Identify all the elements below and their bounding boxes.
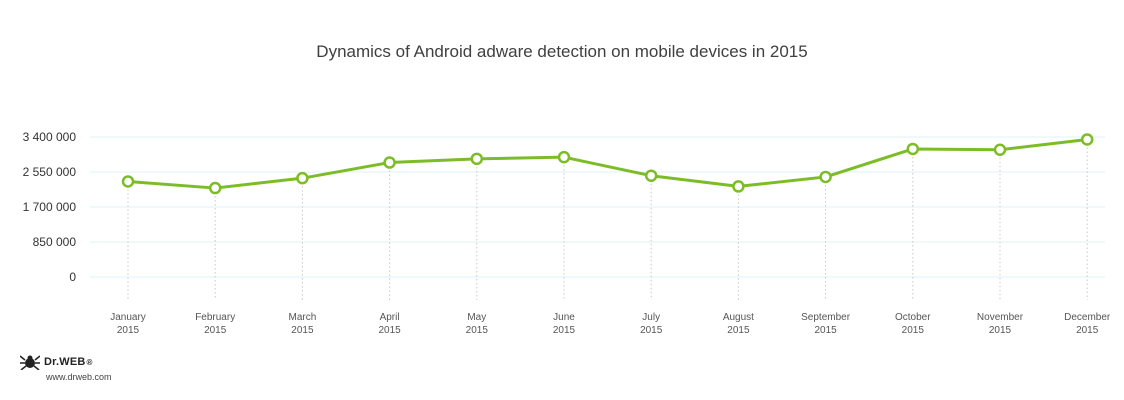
brand-block: Dr.WEB ® www.drweb.com bbox=[20, 354, 112, 382]
data-point bbox=[383, 156, 396, 169]
brand-url: www.drweb.com bbox=[46, 372, 112, 382]
x-tick-label-year: 2015 bbox=[989, 325, 1012, 336]
x-tick-label-month: June bbox=[553, 312, 575, 323]
x-tick-label-year: 2015 bbox=[1076, 325, 1099, 336]
chart-title: Dynamics of Android adware detection on … bbox=[316, 42, 808, 61]
data-point bbox=[993, 143, 1007, 157]
series-line bbox=[127, 137, 1088, 190]
x-tick-label-month: October bbox=[895, 312, 931, 323]
data-point bbox=[906, 142, 920, 156]
data-point bbox=[557, 150, 571, 164]
data-point bbox=[121, 175, 135, 188]
x-tick-label-year: 2015 bbox=[204, 325, 227, 336]
x-tick-label-year: 2015 bbox=[640, 325, 663, 336]
x-tick-label-month: September bbox=[801, 312, 851, 323]
x-tick-label-month: March bbox=[289, 312, 317, 323]
x-tick-label-year: 2015 bbox=[378, 325, 401, 336]
x-tick-label-year: 2015 bbox=[814, 325, 837, 336]
x-tick-label-month: July bbox=[642, 312, 660, 323]
spider-logo-icon bbox=[20, 355, 40, 370]
x-tick-label-year: 2015 bbox=[291, 325, 314, 336]
x-tick-label-month: January bbox=[110, 312, 146, 323]
x-tick-label-year: 2015 bbox=[117, 325, 140, 336]
x-tick-label-year: 2015 bbox=[466, 325, 489, 336]
y-tick-label: 0 bbox=[69, 270, 76, 284]
y-tick-label: 2 550 000 bbox=[23, 165, 77, 179]
x-tick-label-month: February bbox=[195, 312, 235, 323]
data-point bbox=[470, 152, 484, 166]
x-tick-label-year: 2015 bbox=[553, 325, 576, 336]
x-tick-label-year: 2015 bbox=[727, 325, 750, 336]
x-tick-label-year: 2015 bbox=[902, 325, 925, 336]
data-point bbox=[819, 170, 832, 184]
x-tick-label-month: August bbox=[723, 312, 754, 323]
y-tick-label: 1 700 000 bbox=[23, 200, 77, 214]
x-tick-label-month: April bbox=[380, 312, 400, 323]
data-point bbox=[1080, 133, 1094, 146]
brand-name: Dr.WEB bbox=[44, 356, 86, 368]
x-tick-label-month: November bbox=[977, 312, 1024, 323]
y-tick-label: 850 000 bbox=[33, 235, 77, 249]
data-point bbox=[208, 181, 222, 195]
x-tick-label-month: May bbox=[467, 312, 486, 323]
data-point bbox=[644, 169, 658, 182]
data-point bbox=[296, 171, 309, 185]
y-tick-label: 3 400 000 bbox=[23, 130, 77, 144]
x-tick-label-month: December bbox=[1064, 312, 1111, 323]
data-point bbox=[732, 180, 745, 193]
brand-registered-mark: ® bbox=[86, 357, 93, 367]
